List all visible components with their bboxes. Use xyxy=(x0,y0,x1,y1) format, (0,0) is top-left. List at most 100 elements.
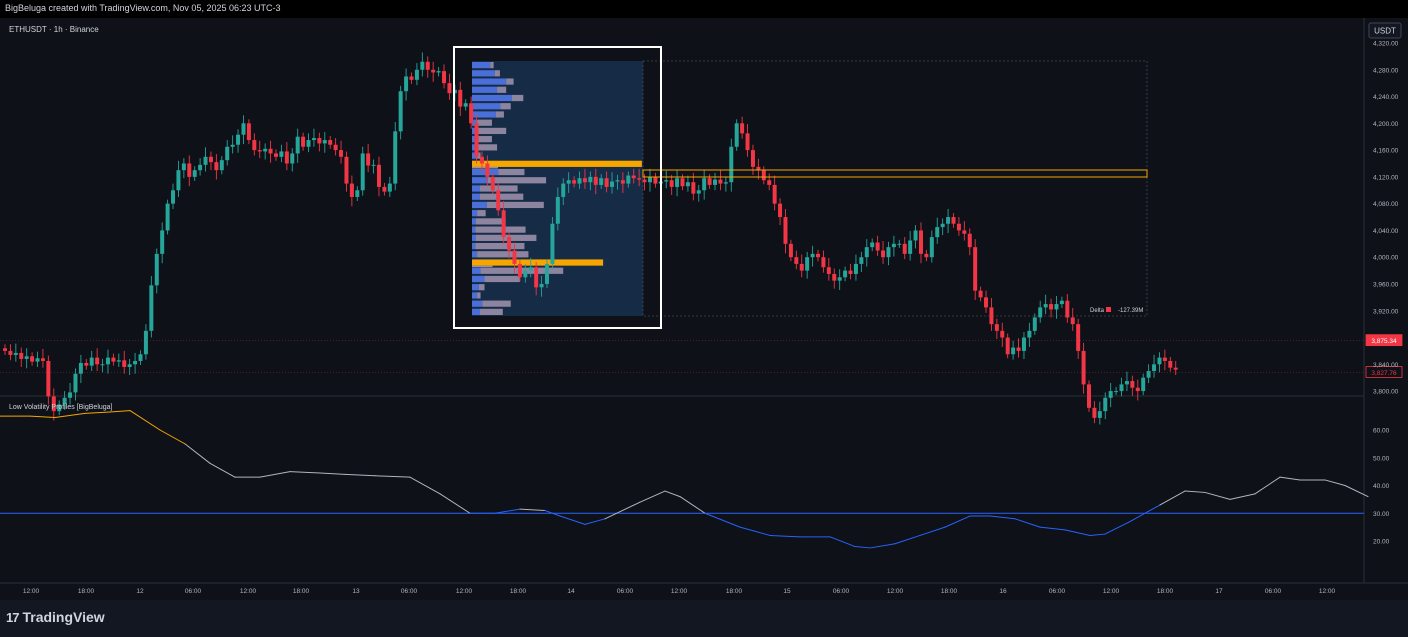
candle-body xyxy=(637,178,642,180)
candle-body xyxy=(1021,337,1026,351)
candles-group xyxy=(3,52,1178,425)
candle-body xyxy=(702,178,707,191)
candle-body xyxy=(230,144,235,147)
profile-bar-sell xyxy=(479,193,524,200)
time-tick-label: 16 xyxy=(999,588,1007,595)
profile-bar-buy xyxy=(472,218,476,225)
candle-body xyxy=(951,217,956,224)
candle-body xyxy=(463,103,468,107)
profile-bar-sell xyxy=(500,103,511,110)
profile-bar-buy xyxy=(472,251,478,258)
candle-body xyxy=(425,61,430,70)
oscillator-segment xyxy=(869,543,896,549)
oscillator-segment xyxy=(604,501,641,520)
candle-body xyxy=(967,233,972,248)
oscillator-segment xyxy=(544,509,561,517)
candle-body xyxy=(832,273,837,281)
oscillator-segment xyxy=(769,534,801,538)
currency-label: USDT xyxy=(1374,27,1396,36)
candle-body xyxy=(387,183,392,192)
candle-body xyxy=(843,270,848,278)
candle-body xyxy=(382,186,387,192)
candle-body xyxy=(78,362,83,374)
time-tick-label: 14 xyxy=(567,588,575,595)
oscillator-segment xyxy=(1279,476,1301,481)
profile-bar-sell xyxy=(475,218,506,225)
candle-body xyxy=(447,83,452,94)
candle-body xyxy=(902,243,907,254)
candle-body xyxy=(1108,391,1113,398)
candle-body xyxy=(333,144,338,151)
candle-body xyxy=(593,176,598,185)
tradingview-logo[interactable]: 17 TradingView xyxy=(6,609,105,625)
candle-body xyxy=(984,297,989,308)
volume-profile xyxy=(472,60,1148,317)
profile-bar-buy xyxy=(472,292,478,299)
profile-bar-poc xyxy=(472,259,604,266)
candle-body xyxy=(783,217,788,244)
candle-body xyxy=(1124,381,1129,385)
candle-body xyxy=(40,358,45,361)
chart-svg[interactable]: 3,875.34 3,827.76 4,320.00 4,280.00 4,240.0… xyxy=(0,18,1408,600)
candle-body xyxy=(599,178,604,185)
currency-box[interactable] xyxy=(1368,22,1402,39)
candle-body xyxy=(311,138,316,141)
profile-bar-sell xyxy=(472,265,493,268)
profile-bar-sell xyxy=(487,177,547,184)
profile-bar-sell xyxy=(474,136,492,143)
oscillator-segment xyxy=(109,410,131,413)
profile-bar-sell xyxy=(477,210,486,217)
candle-body xyxy=(176,170,181,191)
candle-body xyxy=(24,356,29,359)
overlay-group: 3,875.34 3,827.76 xyxy=(0,46,1403,378)
candle-body xyxy=(1054,304,1059,310)
profile-bar-buy xyxy=(472,210,478,217)
profile-bar-sell xyxy=(482,300,511,307)
price-tick-label: 3,840.00 xyxy=(1373,362,1399,369)
candle-body xyxy=(420,61,425,70)
candle-body xyxy=(192,170,197,177)
candle-body xyxy=(366,153,371,166)
candle-body xyxy=(431,69,436,73)
price-tick-label: 4,280.00 xyxy=(1373,67,1399,74)
candle-body xyxy=(870,242,875,248)
candle-body xyxy=(799,263,804,271)
price-tick-label: 4,120.00 xyxy=(1373,174,1399,181)
time-tick-label: 12:00 xyxy=(887,588,904,595)
profile-bar-sell xyxy=(495,111,504,118)
candle-body xyxy=(1059,300,1064,305)
oscillator-segment xyxy=(664,490,681,498)
time-tick-label: 12:00 xyxy=(1319,588,1336,595)
time-tick-label: 12:00 xyxy=(1103,588,1120,595)
chart-area[interactable]: 3,875.34 3,827.76 4,320.00 4,280.00 4,240.0… xyxy=(0,18,1408,600)
profile-bar-buy xyxy=(472,168,499,176)
candle-body xyxy=(664,180,669,182)
candle-body xyxy=(398,91,403,132)
candle-body xyxy=(208,156,213,163)
profile-bar-buy xyxy=(472,275,485,283)
candle-body xyxy=(165,203,170,231)
candle-body xyxy=(360,153,365,191)
price-tick-label: 3,920.00 xyxy=(1373,308,1399,315)
candle-body xyxy=(290,153,295,164)
candle-body xyxy=(1130,381,1135,388)
candle-body xyxy=(409,76,414,80)
candle-body xyxy=(750,150,755,167)
time-tick-label: 12:00 xyxy=(240,588,257,595)
candle-body xyxy=(550,223,555,264)
candle-body xyxy=(317,138,322,144)
candle-body xyxy=(956,223,961,231)
candle-body xyxy=(295,136,300,154)
candle-body xyxy=(940,223,945,228)
oscillator-segment xyxy=(84,411,111,414)
oscillator-segment xyxy=(184,443,211,464)
candle-body xyxy=(718,179,723,184)
candle-body xyxy=(474,123,479,157)
candle-body xyxy=(929,237,934,258)
time-tick-label: 12:00 xyxy=(23,588,40,595)
candle-body xyxy=(138,354,143,361)
candle-body xyxy=(897,243,902,245)
candle-body xyxy=(647,176,652,183)
candle-body xyxy=(496,190,501,211)
profile-bar-buy xyxy=(472,127,476,135)
